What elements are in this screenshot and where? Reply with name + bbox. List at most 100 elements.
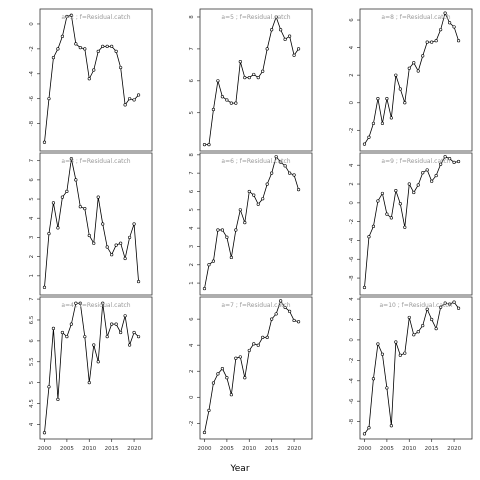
panel-label: a=7 ; f=Residual.catch xyxy=(221,302,290,309)
data-point xyxy=(65,189,69,193)
data-point xyxy=(225,235,229,239)
y-tick-label: 0 xyxy=(29,22,35,26)
data-point xyxy=(380,121,385,126)
y-tick-label: -4 xyxy=(29,71,35,77)
data-point xyxy=(439,28,443,32)
y-tick-label: 3 xyxy=(189,244,195,248)
data-point xyxy=(389,116,393,120)
y-tick-label: -8 xyxy=(29,120,35,126)
data-point xyxy=(128,343,132,347)
series-line xyxy=(204,155,299,289)
data-point xyxy=(407,315,411,320)
data-point xyxy=(65,335,69,339)
data-point xyxy=(398,353,402,357)
data-point xyxy=(74,301,78,305)
data-point xyxy=(220,228,224,232)
data-point xyxy=(69,157,73,161)
data-point xyxy=(376,97,380,101)
data-point xyxy=(443,155,447,159)
data-point xyxy=(362,285,367,290)
panel-label: a=2 ; f=Residual.catch xyxy=(61,14,130,21)
y-tick-label: 6 xyxy=(349,18,355,22)
y-tick-label: 7 xyxy=(29,158,35,162)
data-point xyxy=(207,263,211,267)
data-point xyxy=(211,381,216,385)
data-point xyxy=(434,173,438,178)
panel-frame xyxy=(359,152,473,296)
panel-frame xyxy=(359,296,473,440)
data-point xyxy=(279,28,283,32)
data-point xyxy=(60,34,65,39)
data-point xyxy=(202,143,207,147)
data-point xyxy=(65,14,69,19)
y-tick-label: 2 xyxy=(349,73,355,77)
data-point xyxy=(403,101,407,105)
panel: 1 2 3 4 5 6 7 a=3 ; f=Residual.catch xyxy=(29,152,153,296)
y-tick-label: 1 xyxy=(29,274,35,278)
data-point xyxy=(416,330,420,334)
data-point xyxy=(225,376,229,380)
data-point xyxy=(101,301,105,305)
data-point xyxy=(371,121,376,126)
data-point xyxy=(60,195,65,199)
data-point xyxy=(132,222,136,226)
data-point xyxy=(220,95,224,99)
y-tick-label: 2 xyxy=(349,318,355,322)
data-point xyxy=(367,235,371,239)
data-point xyxy=(376,342,380,346)
data-point xyxy=(234,356,238,360)
data-point xyxy=(443,11,447,15)
data-point xyxy=(83,207,87,211)
x-axis-title: Year xyxy=(229,464,249,474)
panel-label: a=8 ; f=Residual.catch xyxy=(381,14,450,21)
series-line xyxy=(204,15,299,146)
x-tick-label: 2000 xyxy=(197,446,211,452)
y-tick-label: 4 xyxy=(349,163,355,167)
data-point xyxy=(380,352,385,356)
data-point xyxy=(456,306,461,310)
y-tick-label: -8 xyxy=(349,418,355,424)
data-point xyxy=(430,40,434,44)
series-line xyxy=(364,301,459,435)
y-tick-label: 0 xyxy=(189,395,195,399)
data-point xyxy=(136,93,141,97)
data-point xyxy=(425,307,429,311)
series-line xyxy=(44,14,139,143)
data-point xyxy=(270,171,274,175)
data-point xyxy=(110,44,114,48)
panel: -2 0 2 4 6 2000 2005 2010 2015 2020 a=7 ; f=Residu… xyxy=(189,296,313,452)
data-point xyxy=(56,397,60,401)
data-point xyxy=(87,77,91,81)
data-point xyxy=(87,233,91,238)
data-point xyxy=(385,386,389,390)
data-point xyxy=(220,367,224,371)
data-point xyxy=(292,318,296,323)
y-tick-label: 6 xyxy=(29,178,35,182)
x-tick-label: 2010 xyxy=(82,446,96,452)
data-point xyxy=(69,13,73,17)
data-point xyxy=(398,202,402,206)
y-tick-label: 4 xyxy=(29,422,35,426)
data-point xyxy=(96,49,100,53)
data-point xyxy=(448,157,452,161)
data-point xyxy=(434,327,438,331)
series-line xyxy=(44,302,139,433)
data-point xyxy=(448,21,452,25)
y-tick-label: 2 xyxy=(349,182,355,186)
y-tick-label: 6 xyxy=(189,317,195,321)
x-tick-label: 2000 xyxy=(357,446,371,452)
data-point xyxy=(296,47,301,51)
data-point xyxy=(229,255,233,260)
data-point xyxy=(132,330,136,335)
data-point xyxy=(439,305,443,309)
data-point xyxy=(252,193,256,197)
x-tick-label: 2020 xyxy=(447,446,461,452)
data-point xyxy=(101,44,105,48)
data-point xyxy=(211,107,216,112)
data-point xyxy=(389,424,393,428)
data-point xyxy=(252,342,256,346)
data-point xyxy=(256,343,260,347)
panel-frame xyxy=(199,296,313,440)
y-tick-label: -2 xyxy=(189,421,195,426)
data-point xyxy=(78,301,82,305)
